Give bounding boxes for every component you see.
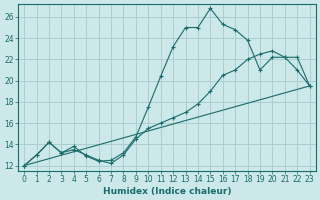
X-axis label: Humidex (Indice chaleur): Humidex (Indice chaleur) <box>103 187 231 196</box>
